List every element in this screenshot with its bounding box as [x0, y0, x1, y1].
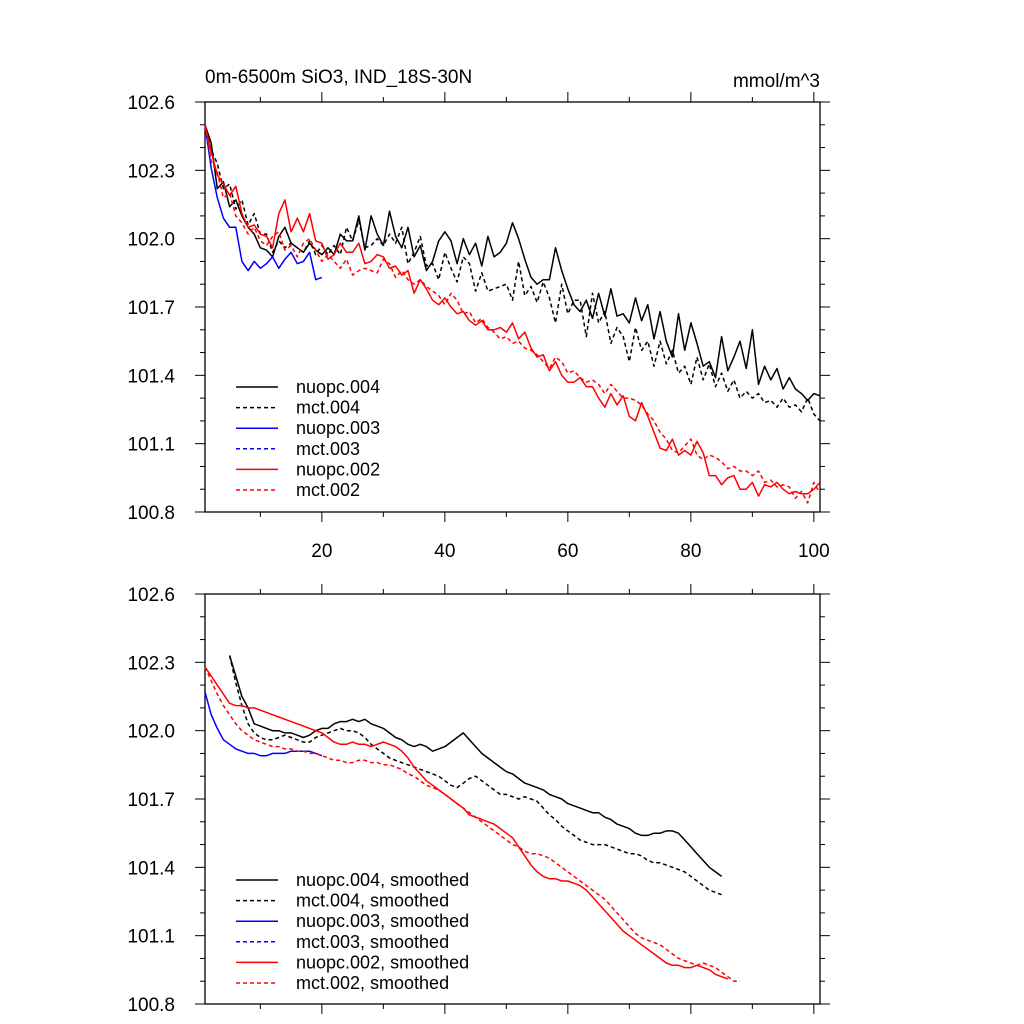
legend-label: mct.004, smoothed: [296, 891, 449, 911]
series-line: [204, 124, 821, 504]
y-tick-label: 100.8: [127, 995, 175, 1016]
legend-label: mct.002: [296, 480, 360, 500]
ticks-bottom: 100.8 101.1 101.4 101.7 102.0 102.3 102.6: [127, 584, 830, 1016]
chart-panel-top: 0m-6500m SiO3, IND_18S-30N mmol/m^3 100.…: [127, 67, 830, 562]
x-tick-label: 80: [680, 541, 701, 562]
legend-label: nuopc.003, smoothed: [296, 911, 469, 931]
y-tick-label: 101.1: [127, 435, 175, 456]
series-line: [204, 124, 323, 281]
y-tick-label: 102.0: [127, 230, 175, 251]
legend-label: mct.003, smoothed: [296, 932, 449, 952]
series-line: [204, 666, 729, 980]
series-line: [228, 655, 722, 896]
y-tick-label: 102.0: [127, 722, 175, 743]
series-line: [204, 666, 740, 982]
legend-label: nuopc.002, smoothed: [296, 952, 469, 972]
legend-label: mct.002, smoothed: [296, 973, 449, 993]
y-tick-label: 101.7: [127, 790, 175, 811]
y-tick-label: 102.6: [127, 93, 175, 114]
x-tick-label: 60: [557, 541, 578, 562]
series-line: [228, 655, 723, 878]
y-tick-label: 102.6: [127, 585, 175, 606]
legend-label: mct.003: [296, 439, 360, 459]
series-line: [204, 124, 821, 402]
y-tick-label: 100.8: [127, 503, 175, 524]
y-tick-label: 101.4: [127, 366, 175, 387]
chart-panel-bottom: 100.8 101.1 101.4 101.7 102.0 102.3 102.6 nuop…: [127, 584, 830, 1016]
ticks-top: 100.8 101.1 101.4 101.7 102.0 102.3 102.6 20 40 6…: [127, 92, 830, 562]
series-line: [204, 124, 821, 422]
chart-units: mmol/m^3: [733, 71, 820, 92]
chart-title: 0m-6500m SiO3, IND_18S-30N: [205, 67, 472, 88]
legend-label: nuopc.003: [296, 418, 380, 438]
series-line: [204, 691, 323, 757]
legend-label: nuopc.002: [296, 459, 380, 479]
x-tick-label: 20: [311, 541, 332, 562]
y-tick-label: 101.1: [127, 927, 175, 948]
x-tick-label: 100: [798, 541, 830, 562]
legend-label: nuopc.004: [296, 377, 380, 397]
series-lines-top: [204, 124, 821, 504]
series-line: [204, 124, 821, 497]
series-lines-bottom: [204, 655, 740, 982]
y-tick-label: 102.3: [127, 161, 175, 182]
y-tick-label: 102.3: [127, 653, 175, 674]
x-tick-label: 40: [434, 541, 455, 562]
y-tick-label: 101.4: [127, 858, 175, 879]
legend-label: nuopc.004, smoothed: [296, 870, 469, 890]
y-tick-label: 101.7: [127, 298, 175, 319]
legend-top: nuopc.004mct.004nuopc.003mct.003nuopc.00…: [236, 377, 380, 500]
legend-label: mct.004: [296, 398, 360, 418]
